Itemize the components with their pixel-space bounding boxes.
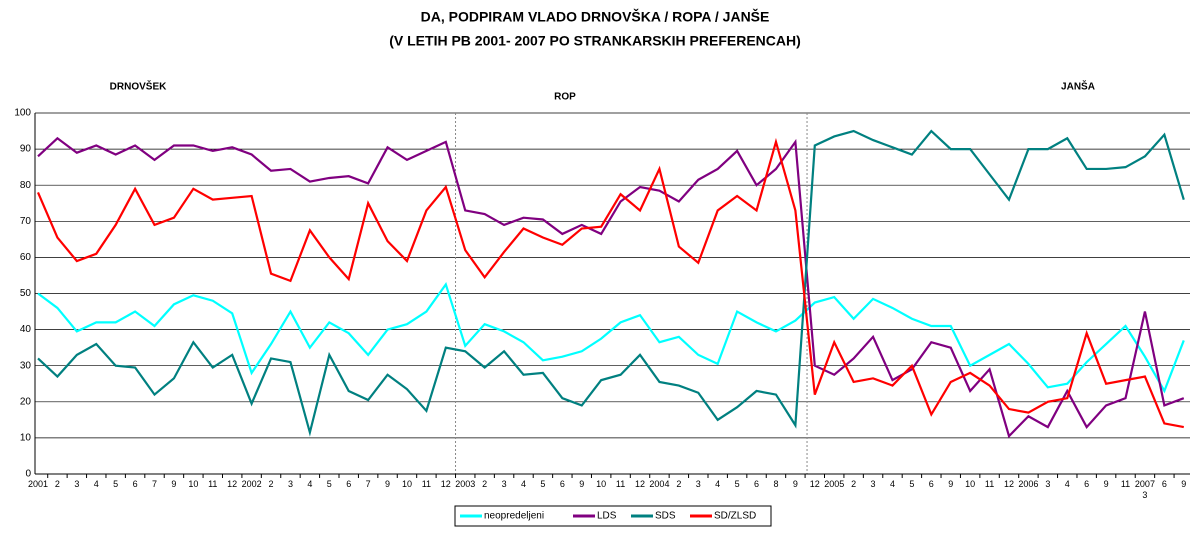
x-tick-label: 5 [734, 479, 740, 489]
x-tick-label: 6 [346, 479, 352, 489]
y-tick-label: 80 [20, 180, 32, 191]
x-tick-label: 11 [615, 479, 626, 489]
y-tick-label: 60 [20, 252, 32, 263]
series-line [37, 136, 1185, 439]
x-tick-label: 4 [889, 479, 895, 489]
x-tick-label: 4 [1064, 479, 1070, 489]
x-tick-label: 12 [1003, 479, 1014, 489]
legend-label: SDS [655, 511, 676, 522]
x-tick-label: 3 [695, 479, 701, 489]
x-tick-label: 12 [440, 479, 451, 489]
legend-label: SD/ZLSD [714, 511, 756, 522]
x-tick-label: 7 [152, 479, 158, 489]
x-tick-label: 11 [1120, 479, 1131, 489]
x-tick-label: 10 [401, 479, 412, 489]
x-tick-label: 3 [1045, 479, 1051, 489]
x-tick-label: 5 [540, 479, 546, 489]
series-line [37, 282, 1185, 394]
x-tick-label: 4 [93, 479, 99, 489]
x-tick-label: 2 [268, 479, 274, 489]
x-tick-label: 2001 [27, 479, 49, 489]
series-line [37, 129, 1185, 437]
x-tick-label: 11 [208, 479, 218, 489]
x-tick-label: 4 [715, 479, 721, 489]
x-tick-label: 3 [74, 479, 80, 489]
x-tick-label: 5 [113, 479, 119, 489]
x-tick-label: 10 [596, 479, 607, 489]
y-tick-label: 40 [20, 324, 32, 335]
x-tick-label: 4 [520, 479, 526, 489]
x-tick-label: 2002 [241, 479, 262, 489]
x-tick-label: 5 [909, 479, 915, 489]
x-tick-label: 2003 [455, 479, 476, 489]
x-tick-label: 3 [870, 479, 876, 489]
x-tick-label: 2 [54, 479, 60, 489]
x-tick-label: 2005 [824, 479, 845, 489]
x-tick-label: 6 [559, 479, 565, 489]
x-tick-label: 2007 3 [1134, 479, 1155, 500]
x-tick-label: 9 [171, 479, 177, 489]
x-tick-label: 12 [635, 479, 646, 489]
x-tick-label: 9 [948, 479, 954, 489]
y-tick-label: 20 [20, 396, 32, 407]
x-tick-label: 2006 [1018, 479, 1039, 489]
legend-box [454, 505, 772, 527]
x-tick-label: 2 [676, 479, 682, 489]
annotation: JANŠA [1061, 80, 1095, 93]
series-line [36, 137, 1184, 429]
y-tick-label: 70 [20, 216, 32, 227]
x-tick-label: 9 [792, 479, 798, 489]
x-tick-label: 10 [965, 479, 976, 489]
y-tick-label: 50 [20, 288, 32, 299]
x-tick-label: 6 [1161, 479, 1167, 489]
x-tick-label: 6 [1084, 479, 1090, 489]
x-tick-label: 6 [754, 479, 760, 489]
x-tick-label: 12 [809, 479, 820, 489]
chart-subtitle: (V LETIH PB 2001- 2007 PO STRANKARSKIH P… [389, 33, 801, 49]
legend-label: LDS [597, 511, 617, 522]
y-tick-label: 10 [20, 433, 32, 444]
x-tick-label: 9 [1103, 479, 1109, 489]
x-tick-label: 2004 [649, 479, 670, 489]
x-tick-label: 6 [132, 479, 138, 489]
x-tick-label: 2 [482, 479, 488, 489]
x-tick-label: 7 [365, 479, 371, 489]
x-tick-label: 9 [1181, 479, 1187, 489]
x-tick-label: 12 [227, 479, 238, 489]
x-tick-label: 2 [851, 479, 857, 489]
chart-title: DA, PODPIRAM VLADO DRNOVŠKA / ROPA / JAN… [421, 8, 770, 25]
x-tick-label: 11 [984, 479, 995, 489]
x-tick-label: 11 [421, 479, 432, 489]
y-tick-label: 90 [20, 144, 32, 155]
annotation: ROP [554, 92, 576, 103]
y-tick-label: 0 [25, 469, 31, 480]
legend-label: neopredeljeni [484, 511, 544, 522]
y-tick-label: 30 [20, 360, 32, 371]
x-tick-label: 9 [579, 479, 585, 489]
x-tick-label: 8 [773, 479, 779, 489]
x-tick-label: 4 [307, 479, 313, 489]
x-tick-label: 10 [188, 479, 199, 489]
x-tick-label: 3 [287, 479, 293, 489]
x-tick-label: 9 [385, 479, 391, 489]
y-tick-label: 100 [14, 108, 31, 119]
x-tick-label: 5 [326, 479, 332, 489]
x-tick-label: 3 [501, 479, 507, 489]
annotation: DRNOVŠEK [110, 80, 167, 93]
x-tick-label: 6 [928, 479, 934, 489]
